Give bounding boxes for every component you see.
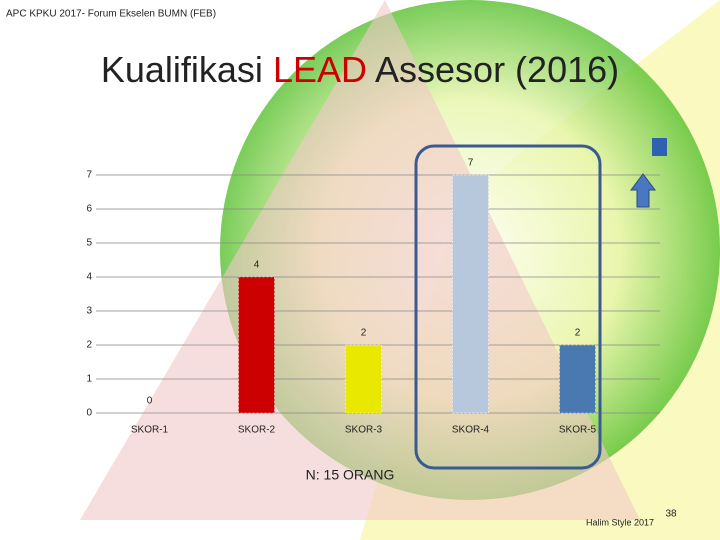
x-tick-label: SKOR-3 xyxy=(345,425,383,436)
data-label: 2 xyxy=(361,328,367,339)
slide-header: APC KPKU 2017- Forum Ekselen BUMN (FEB) xyxy=(6,9,216,20)
nav-button[interactable] xyxy=(652,138,667,156)
y-tick-label: 1 xyxy=(86,374,92,385)
title-part: Kualifikasi xyxy=(101,49,263,90)
up-arrow[interactable] xyxy=(630,173,656,208)
x-tick-label: SKOR-5 xyxy=(559,425,597,436)
x-tick-label: SKOR-4 xyxy=(452,425,490,436)
y-tick-label: 2 xyxy=(86,340,92,351)
highlight-box xyxy=(414,144,602,470)
title-part: LEAD xyxy=(273,49,367,90)
bar xyxy=(238,276,275,414)
y-tick-label: 4 xyxy=(86,272,92,283)
data-label: 4 xyxy=(254,260,260,271)
data-label: 2 xyxy=(575,328,581,339)
y-tick-label: 6 xyxy=(86,204,92,215)
y-tick-label: 7 xyxy=(86,170,92,181)
slide-footer: Halim Style 2017 xyxy=(586,517,654,527)
x-tick-label: SKOR-1 xyxy=(131,425,169,436)
title-part: Assesor (2016) xyxy=(375,49,619,90)
y-tick-label: 3 xyxy=(86,306,92,317)
y-tick-label: 5 xyxy=(86,238,92,249)
data-label: 0 xyxy=(147,396,153,407)
bar xyxy=(345,344,382,414)
x-tick-label: SKOR-2 xyxy=(238,425,276,436)
y-tick-label: 0 xyxy=(86,408,92,419)
bar xyxy=(452,174,489,414)
data-label: 7 xyxy=(468,158,474,169)
bar xyxy=(559,344,596,414)
chart-title: Kualifikasi LEAD Assesor (2016) xyxy=(101,49,619,90)
page-number: 38 xyxy=(665,509,677,520)
nav-icons[interactable] xyxy=(630,138,667,208)
background xyxy=(80,0,720,540)
annotation: N: 15 ORANG xyxy=(306,467,395,483)
